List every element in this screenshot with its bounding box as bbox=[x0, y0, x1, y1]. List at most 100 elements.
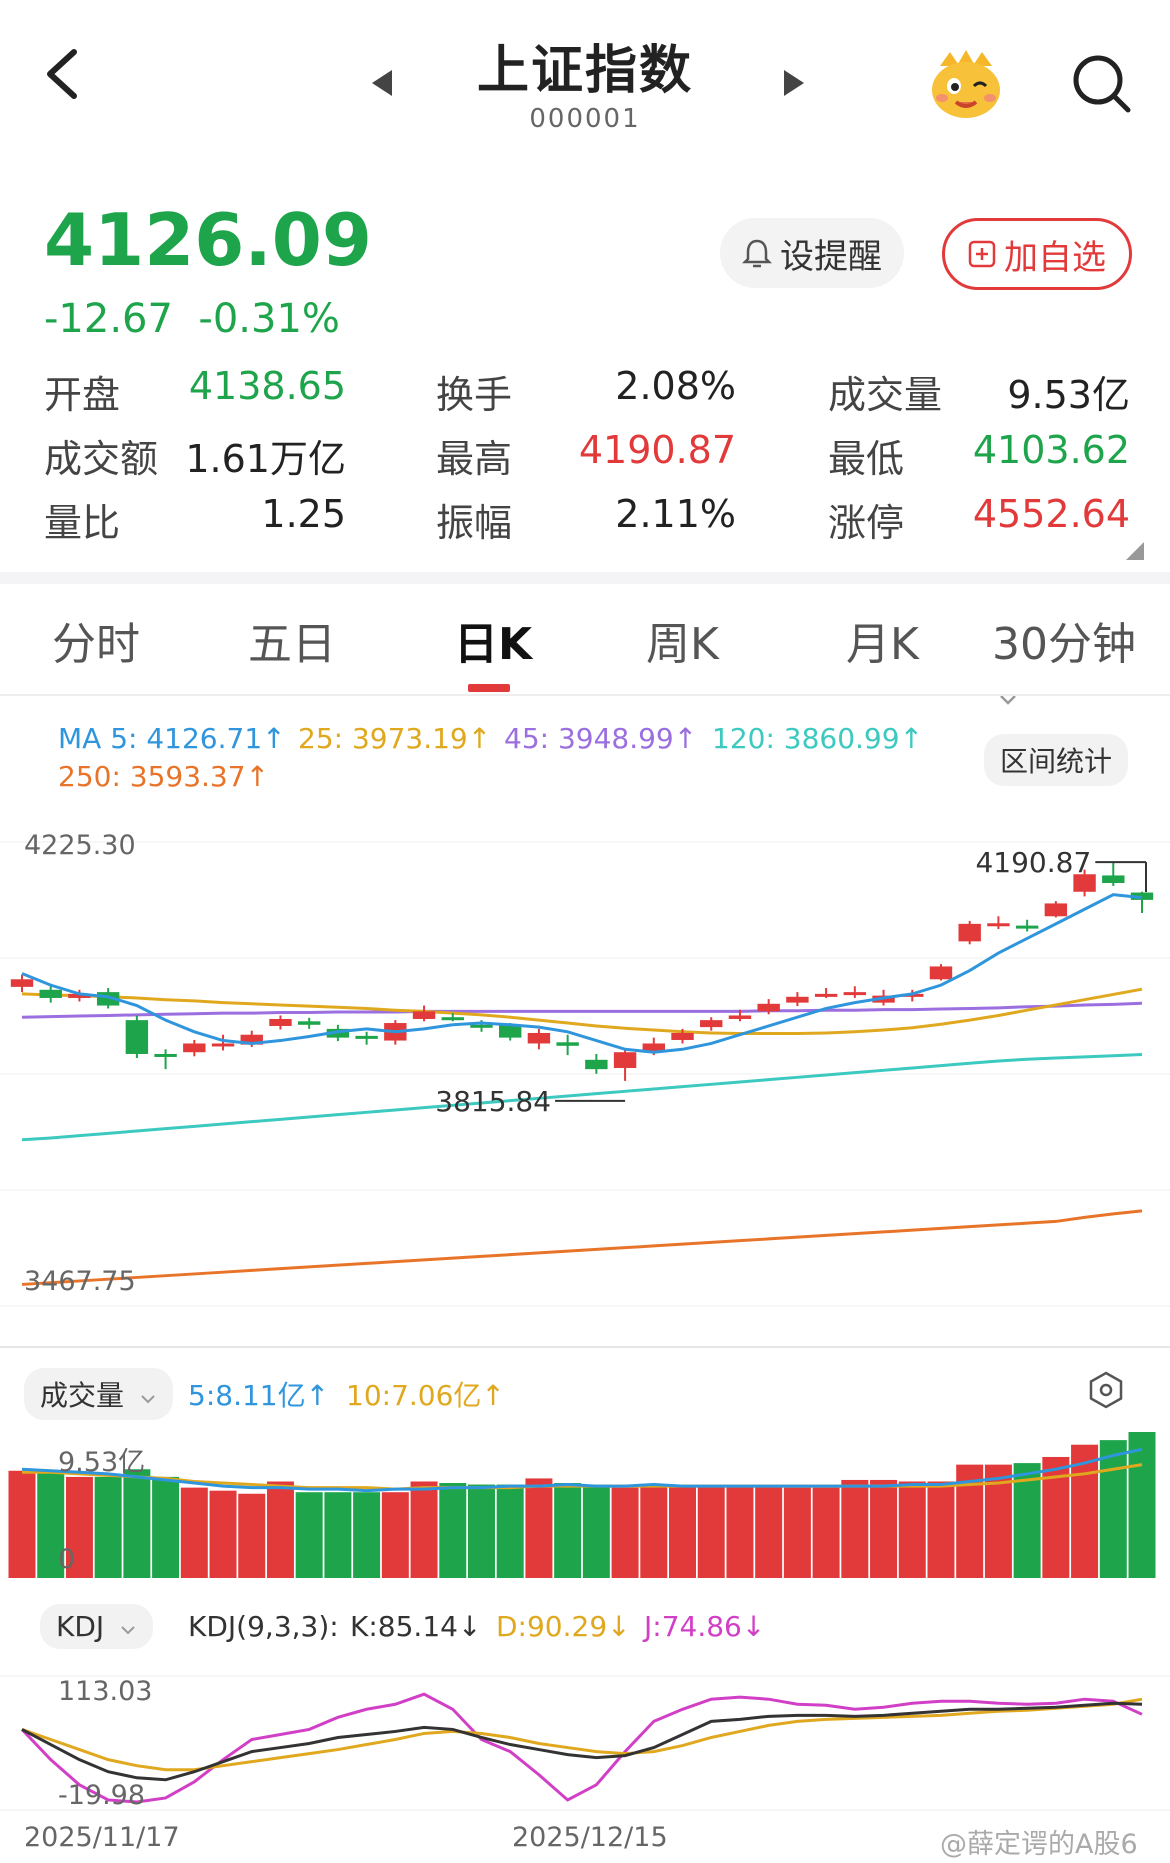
volume-selector[interactable]: 成交量 bbox=[24, 1368, 173, 1420]
low-annotation: 3815.84 bbox=[435, 1085, 551, 1118]
volume-bar bbox=[324, 1492, 352, 1578]
chevron-down-icon bbox=[121, 1626, 135, 1635]
candle-body bbox=[556, 1042, 579, 1046]
stat-value: 4552.64 bbox=[972, 492, 1130, 536]
candle-body bbox=[1073, 874, 1096, 892]
stat-value: 2.11% bbox=[615, 492, 736, 536]
back-button[interactable] bbox=[36, 44, 96, 104]
kdj-selector[interactable]: KDJ bbox=[40, 1604, 154, 1649]
kdj-chart[interactable] bbox=[0, 1660, 1170, 1840]
volume-bar bbox=[8, 1470, 36, 1578]
stat-value: 9.53亿 bbox=[1007, 373, 1130, 417]
candle-body bbox=[1044, 903, 1068, 917]
volume-bar bbox=[467, 1484, 495, 1578]
chevron-left-icon bbox=[47, 49, 77, 99]
kdj-k-line bbox=[21, 1701, 1143, 1782]
volume-bar bbox=[783, 1487, 811, 1578]
volume-bar bbox=[1099, 1440, 1127, 1578]
volume-axis-max: 9.53亿 bbox=[58, 1447, 146, 1478]
volume-bar bbox=[37, 1470, 65, 1578]
mascot-icon bbox=[932, 50, 1000, 118]
volume-bar bbox=[381, 1492, 409, 1578]
section-divider bbox=[0, 572, 1170, 584]
candle-body bbox=[814, 993, 838, 997]
volume-bar bbox=[94, 1476, 122, 1578]
volume-bar bbox=[554, 1483, 582, 1578]
volume-bar bbox=[726, 1486, 754, 1578]
candle-body bbox=[269, 1018, 292, 1026]
ma5-line bbox=[21, 893, 1143, 1054]
settings-button[interactable] bbox=[1086, 1370, 1126, 1414]
date-label-mid: 2025/12/15 bbox=[512, 1822, 668, 1853]
stat-label: 量比 bbox=[44, 501, 121, 545]
bell-icon bbox=[742, 239, 772, 268]
range-stats-button[interactable]: 区间统计 bbox=[984, 734, 1129, 786]
stat-label: 最高 bbox=[436, 437, 513, 481]
volume-bar bbox=[870, 1479, 898, 1578]
stat-value: 4138.65 bbox=[188, 364, 346, 408]
expand-corner-icon[interactable] bbox=[1126, 542, 1144, 564]
price-axis-min: 3467.75 bbox=[24, 1266, 136, 1297]
volume-bar bbox=[898, 1481, 926, 1578]
candle-body bbox=[987, 923, 1010, 927]
candle-body bbox=[470, 1024, 493, 1028]
mascot-avatar[interactable] bbox=[928, 48, 1004, 120]
tab-monthly-k[interactable]: 月K bbox=[846, 619, 919, 670]
vol-ma5-legend: 5:8.11亿↑ bbox=[188, 1379, 330, 1412]
current-price: 4126.09 bbox=[44, 198, 372, 282]
volume-bar bbox=[65, 1476, 93, 1578]
chevron-down-icon bbox=[1000, 695, 1016, 705]
candle-body bbox=[240, 1034, 263, 1045]
ma25-line bbox=[21, 987, 1143, 1036]
next-stock-button[interactable] bbox=[782, 68, 806, 102]
plus-square-icon bbox=[968, 240, 996, 268]
active-tab-indicator bbox=[468, 684, 510, 692]
candle-body bbox=[728, 1015, 752, 1019]
volume-bar bbox=[582, 1484, 610, 1578]
search-button[interactable] bbox=[1070, 52, 1134, 116]
candle-body bbox=[1015, 925, 1039, 929]
candle-body bbox=[10, 979, 34, 987]
kdj-j-line bbox=[20, 1692, 1143, 1804]
stat-value: 4190.87 bbox=[578, 428, 736, 472]
candle-body bbox=[355, 1035, 378, 1039]
volume-chart[interactable] bbox=[0, 1420, 1170, 1580]
ma250-line bbox=[21, 1209, 1143, 1286]
set-alert-button[interactable]: 设提醒 bbox=[720, 218, 904, 288]
kdj-params: KDJ(9,3,3): bbox=[188, 1610, 339, 1643]
volume-bar bbox=[525, 1478, 553, 1578]
add-watchlist-button[interactable]: 加自选 bbox=[942, 218, 1132, 290]
volume-bar bbox=[180, 1487, 208, 1578]
volume-bar bbox=[611, 1487, 639, 1578]
candle-body bbox=[125, 1020, 149, 1054]
tab-intraday[interactable]: 分时 bbox=[52, 619, 140, 670]
candlestick-chart[interactable]: 4190.87 3815.84 bbox=[0, 800, 1170, 1320]
ma5-legend: MA 5: 4126.71↑ bbox=[58, 722, 286, 755]
candle-body bbox=[671, 1032, 694, 1040]
tab-five-day[interactable]: 五日 bbox=[248, 619, 336, 670]
tab-daily-k[interactable]: 日K bbox=[454, 619, 533, 670]
volume-axis-zero: 0 bbox=[58, 1544, 76, 1575]
stat-label: 开盘 bbox=[44, 373, 121, 417]
candle-body bbox=[958, 923, 981, 942]
volume-divider bbox=[0, 1346, 1170, 1348]
volume-bar bbox=[295, 1492, 323, 1578]
candle-body bbox=[39, 989, 62, 998]
candle-body bbox=[1102, 875, 1125, 884]
set-alert-label: 设提醒 bbox=[780, 236, 882, 277]
tab-30min[interactable]: 30分钟 bbox=[992, 608, 1170, 723]
volume-bar bbox=[439, 1483, 467, 1578]
stock-code: 000001 bbox=[529, 104, 641, 134]
add-watchlist-label: 加自选 bbox=[1004, 237, 1106, 278]
candle-body bbox=[211, 1043, 235, 1047]
stat-label: 换手 bbox=[436, 373, 513, 417]
tab-weekly-k[interactable]: 周K bbox=[646, 619, 719, 670]
stat-label: 振幅 bbox=[436, 501, 513, 545]
candle-body bbox=[68, 993, 91, 998]
volume-bar bbox=[209, 1490, 237, 1578]
kdj-selector-label: KDJ bbox=[56, 1610, 105, 1643]
prev-stock-button[interactable] bbox=[370, 68, 394, 102]
volume-bar bbox=[1128, 1432, 1156, 1578]
tab-bottom-border bbox=[0, 694, 1170, 696]
triangle-left-icon bbox=[372, 70, 392, 96]
